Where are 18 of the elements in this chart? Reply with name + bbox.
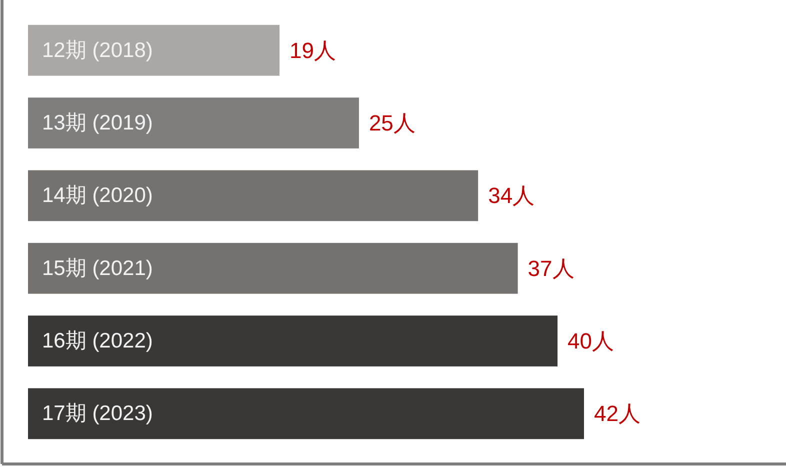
bar xyxy=(28,242,518,294)
bar xyxy=(28,388,584,440)
bar xyxy=(28,24,280,76)
data-label: 34人 xyxy=(488,183,535,208)
data-label: 37人 xyxy=(528,256,574,281)
y-tick-label: 16期 (2022) xyxy=(42,330,153,352)
bar xyxy=(28,316,558,366)
y-tick-label: 12期 (2018) xyxy=(42,38,153,62)
y-tick-label: 15期 (2021) xyxy=(42,256,153,280)
bar xyxy=(28,98,359,148)
data-label: 40人 xyxy=(568,328,614,354)
data-label: 25人 xyxy=(368,110,416,136)
data-label: 19人 xyxy=(290,38,336,63)
y-tick-label: 13期 (2019) xyxy=(42,112,153,134)
y-tick-label: 17期 (2023) xyxy=(42,402,153,426)
y-tick-label: 14期 (2020) xyxy=(42,184,153,208)
bar xyxy=(28,170,478,222)
data-label: 42人 xyxy=(594,401,640,426)
